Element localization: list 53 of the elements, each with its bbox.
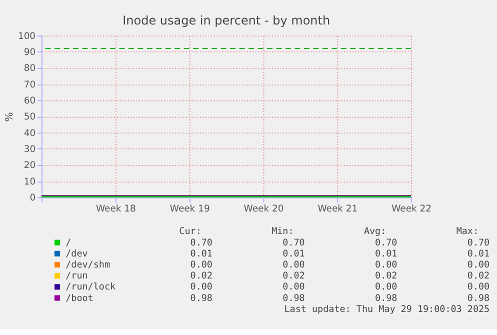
x-tick-label: Week 19 (170, 204, 210, 215)
text: 0.00 (190, 282, 212, 293)
text: 0.70 (190, 237, 212, 248)
y-tick-label: 60 (24, 96, 36, 107)
chart-title: Inode usage in percent - by month (122, 14, 330, 28)
text: 0.02 (282, 270, 305, 282)
text: 0.70 (467, 237, 490, 248)
text: 0.00 (190, 260, 212, 271)
y-tick-label: 90 (24, 47, 36, 58)
text: 0.70 (282, 237, 305, 248)
text: Avg: (364, 226, 386, 238)
y-tick-label: 40 (24, 128, 36, 139)
text: 0.00 (375, 282, 398, 293)
text: Max: (456, 226, 479, 238)
legend-label: /dev (66, 248, 88, 260)
legend-label: / (66, 237, 72, 248)
y-tick-label: 80 (24, 63, 36, 74)
text: 0.00 (282, 260, 305, 271)
y-tick-label: 70 (24, 79, 36, 90)
legend-label: /run/lock (66, 282, 116, 293)
text: Cur: (179, 226, 202, 238)
text: 0.01 (467, 248, 490, 260)
x-tick-label: Week 22 (392, 204, 432, 215)
text: Min: (272, 226, 294, 238)
x-tick-label: Week 21 (318, 204, 358, 215)
y-tick-label: 100 (18, 30, 36, 42)
text: 0.00 (467, 260, 490, 271)
legend-label: /dev/shm (66, 260, 110, 271)
text: 0.01 (190, 248, 212, 260)
y-tick-label: 0 (30, 192, 36, 204)
y-axis-title: % (4, 112, 16, 122)
text: 0.00 (467, 282, 490, 293)
text: 0.98 (467, 292, 490, 304)
text: Last update: Thu May 29 19:00:03 2025 (284, 304, 490, 315)
y-tick-label: 20 (24, 160, 36, 172)
text: 0.98 (282, 292, 305, 304)
y-tick-label: 50 (24, 112, 36, 123)
text: 0.98 (375, 292, 398, 304)
text: 0.02 (467, 270, 490, 282)
text: 0.02 (375, 270, 398, 282)
text: 0.00 (282, 282, 305, 293)
legend-label: /boot (66, 292, 94, 304)
y-tick-label: 30 (24, 144, 36, 156)
text: 0.01 (282, 248, 305, 260)
x-tick-label: Week 18 (96, 204, 136, 215)
text: 0.70 (375, 237, 398, 248)
text: 0.00 (375, 260, 398, 271)
legend-label: /run (66, 270, 88, 282)
text: 0.98 (190, 292, 212, 304)
x-tick-label: Week 20 (244, 204, 284, 215)
text: 0.02 (190, 270, 212, 282)
y-tick-label: 10 (24, 176, 36, 188)
text: 0.01 (375, 248, 398, 260)
